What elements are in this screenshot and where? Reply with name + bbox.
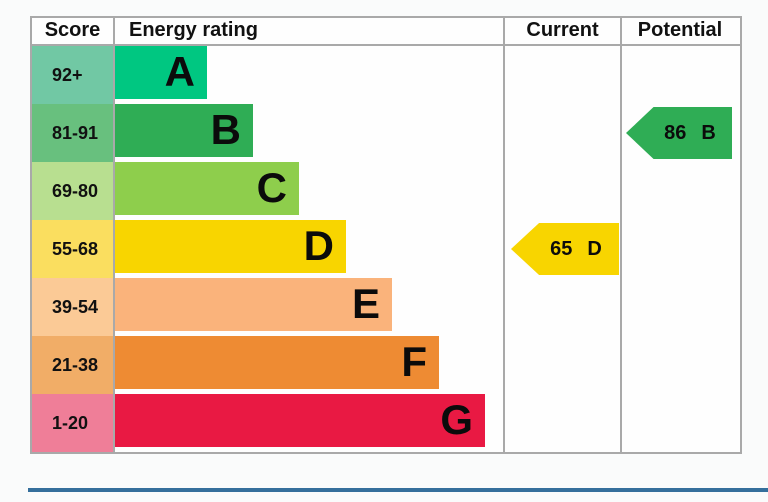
column-divider xyxy=(620,18,622,452)
column-divider xyxy=(113,18,115,452)
rating-table: Score Energy rating Current Potential 92… xyxy=(30,16,742,454)
rating-letter: C xyxy=(256,164,287,211)
rating-bar: F xyxy=(115,336,439,389)
score-cell: 92+ xyxy=(32,46,113,104)
potential-rating-arrow: 86 B xyxy=(626,107,732,159)
current-letter: D xyxy=(587,237,602,260)
score-cell: 21-38 xyxy=(32,336,113,394)
score-cell: 39-54 xyxy=(32,278,113,336)
band-row-b: 81-91 B xyxy=(32,104,740,162)
header-current: Current xyxy=(526,19,599,41)
score-cell: 55-68 xyxy=(32,220,113,278)
rating-bar: E xyxy=(115,278,392,331)
rating-letter: B xyxy=(210,106,241,153)
rating-letter: E xyxy=(351,280,380,327)
rating-bar: D xyxy=(115,220,346,273)
column-divider xyxy=(503,18,505,452)
rating-bar: C xyxy=(115,162,299,215)
rating-bar: G xyxy=(115,394,485,447)
band-row-f: 21-38 F xyxy=(32,336,740,394)
score-cell: 1-20 xyxy=(32,394,113,452)
rating-letter: F xyxy=(401,338,427,385)
rating-letter: G xyxy=(440,396,473,443)
band-row-c: 69-80 C xyxy=(32,162,740,220)
rating-letter: D xyxy=(303,222,334,269)
potential-value: 86 xyxy=(664,121,687,144)
band-row-d: 55-68 D xyxy=(32,220,740,278)
header-potential: Potential xyxy=(637,19,723,41)
rating-bar: A xyxy=(115,46,207,99)
score-cell: 69-80 xyxy=(32,162,113,220)
footer-rule xyxy=(28,488,768,492)
band-row-e: 39-54 E xyxy=(32,278,740,336)
band-row-g: 1-20 G xyxy=(32,394,740,452)
header-score: Score xyxy=(44,19,101,41)
header-energy-rating: Energy rating xyxy=(129,19,258,41)
rating-bar: B xyxy=(115,104,253,157)
rating-letter: A xyxy=(164,48,195,95)
band-row-a: 92+ A xyxy=(32,46,740,104)
potential-letter: B xyxy=(701,121,716,144)
current-value: 65 xyxy=(550,237,573,260)
score-cell: 81-91 xyxy=(32,104,113,162)
header-underline xyxy=(32,44,740,46)
